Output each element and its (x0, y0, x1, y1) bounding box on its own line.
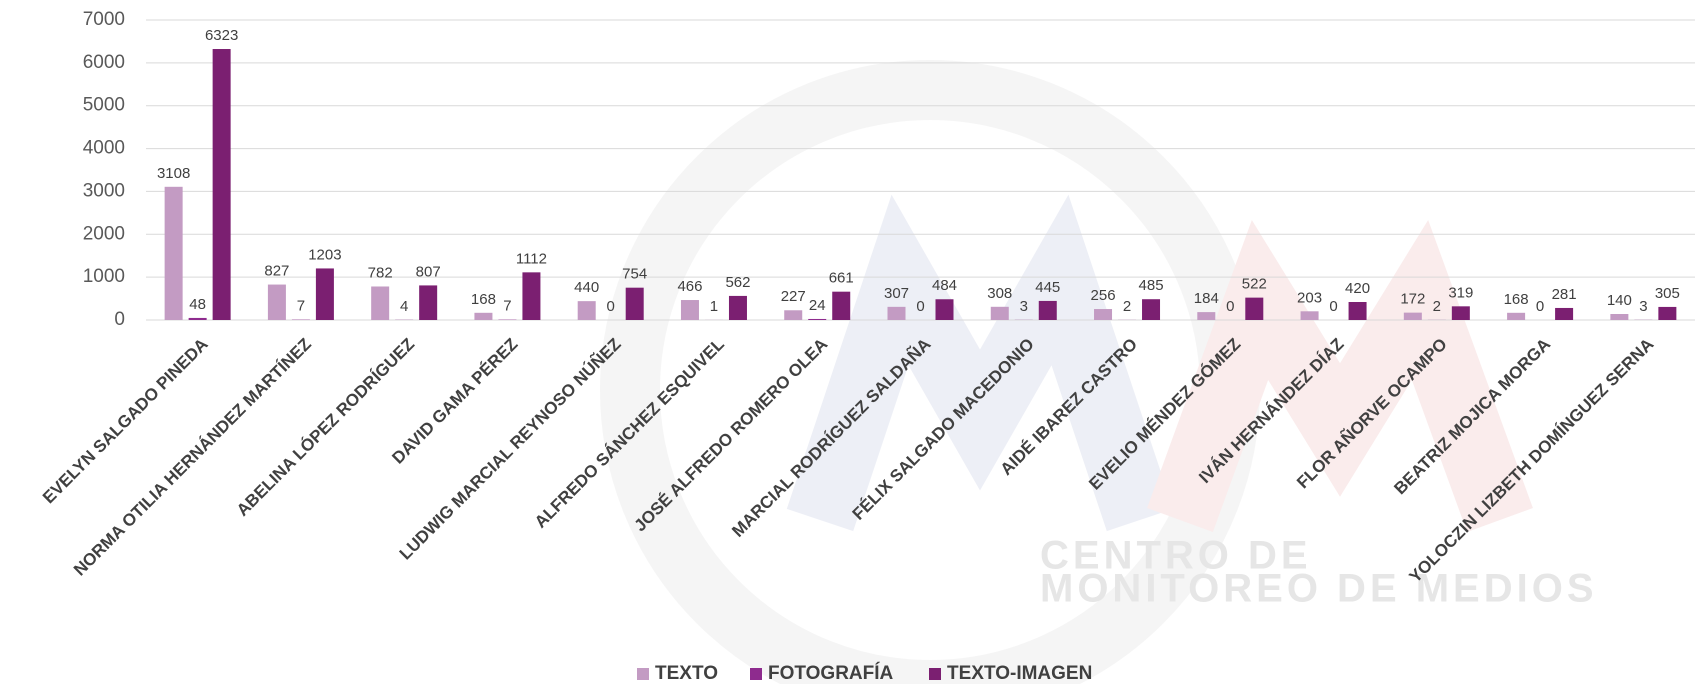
x-tick-label: LUDWIG MARCIAL REYNOSO NÚÑEZ (395, 334, 625, 564)
bar (267, 284, 286, 320)
value-label: 827 (264, 263, 289, 280)
bar (1403, 312, 1422, 320)
value-label: 440 (574, 279, 599, 296)
value-label: 782 (368, 264, 393, 281)
value-label: 305 (1655, 285, 1680, 302)
bar (1348, 302, 1367, 320)
value-label: 661 (829, 270, 854, 287)
legend-swatch (929, 668, 941, 680)
bar (1094, 309, 1113, 320)
legend-label: TEXTO (655, 663, 718, 684)
bar (1245, 297, 1264, 320)
value-label: 6323 (205, 27, 238, 44)
value-label: 184 (1194, 290, 1219, 307)
bar (1610, 314, 1629, 320)
value-label: 485 (1139, 277, 1164, 294)
value-label: 420 (1345, 280, 1370, 297)
y-tick-label: 6000 (83, 52, 125, 73)
bar (315, 268, 334, 320)
bar (680, 300, 699, 320)
y-tick-label: 1000 (83, 266, 125, 287)
value-label: 307 (884, 285, 909, 302)
bar (1507, 312, 1526, 320)
bar (1300, 311, 1319, 320)
value-label: 227 (781, 288, 806, 305)
value-label: 484 (932, 277, 957, 294)
bar (808, 318, 827, 320)
value-label: 3 (1020, 298, 1028, 315)
bar (164, 186, 183, 320)
bar (188, 317, 207, 320)
bar (625, 287, 644, 320)
value-label: 308 (987, 285, 1012, 302)
value-label: 319 (1448, 284, 1473, 301)
bar (784, 310, 803, 320)
value-label: 466 (677, 278, 702, 295)
y-tick-label: 5000 (83, 95, 125, 116)
value-label: 0 (1329, 298, 1337, 315)
bar (371, 286, 390, 320)
bar (1451, 306, 1470, 320)
value-label: 168 (1504, 291, 1529, 308)
bar (1038, 300, 1057, 320)
value-label: 0 (607, 298, 615, 315)
bar (990, 306, 1009, 320)
value-label: 281 (1552, 286, 1577, 303)
y-tick-label: 3000 (83, 180, 125, 201)
value-label: 48 (189, 296, 206, 313)
bar (1197, 312, 1216, 320)
value-label: 140 (1607, 292, 1632, 309)
y-tick-label: 0 (114, 309, 125, 330)
bar (419, 285, 438, 320)
value-label: 1112 (516, 250, 547, 267)
y-tick-label: 2000 (83, 223, 125, 244)
value-label: 0 (1226, 298, 1234, 315)
value-label: 562 (725, 274, 750, 291)
x-tick-label: ABELINA LÓPEZ RODRÍGUEZ (233, 335, 418, 520)
value-label: 7 (503, 298, 511, 315)
watermark-text: CENTRO DE (1040, 534, 1312, 578)
value-label: 2 (1123, 298, 1131, 315)
value-label: 1 (710, 298, 718, 315)
value-label: 0 (916, 298, 924, 315)
value-label: 172 (1400, 291, 1425, 308)
y-tick-label: 4000 (83, 138, 125, 159)
legend-label: FOTOGRAFÍA (768, 662, 894, 684)
value-label: 4 (400, 298, 408, 315)
bar (212, 49, 231, 321)
bar (728, 295, 747, 320)
bar (522, 272, 541, 320)
x-tick-label: NORMA OTILIA HERNÁNDEZ MARTÍNEZ (70, 335, 315, 580)
watermark-text: MONITOREO DE MEDIOS (1040, 567, 1598, 611)
value-label: 2 (1433, 298, 1441, 315)
bar (935, 299, 954, 320)
x-tick-label: EVELYN SALGADO PINEDA (39, 335, 212, 508)
value-label: 0 (1536, 298, 1544, 315)
value-label: 445 (1035, 279, 1060, 296)
bar (887, 306, 906, 320)
value-label: 24 (809, 297, 826, 314)
value-label: 807 (416, 263, 441, 280)
y-tick-label: 7000 (83, 9, 125, 30)
bar (1658, 306, 1677, 320)
value-label: 522 (1242, 276, 1267, 293)
value-label: 7 (297, 298, 305, 315)
bar (1555, 307, 1574, 320)
legend-swatch (750, 668, 762, 680)
value-label: 3 (1639, 298, 1647, 315)
value-label: 1203 (308, 246, 341, 263)
value-label: 203 (1297, 289, 1322, 306)
value-label: 168 (471, 291, 496, 308)
legend-swatch (637, 668, 649, 680)
bar (474, 312, 493, 320)
value-label: 3108 (157, 165, 190, 182)
value-label: 754 (622, 266, 647, 283)
bar (1142, 299, 1161, 320)
legend-label: TEXTO-IMAGEN (947, 663, 1092, 684)
watermark-shapes (600, 60, 1533, 684)
bar (832, 291, 851, 320)
bar (577, 301, 596, 320)
value-label: 256 (1091, 287, 1116, 304)
